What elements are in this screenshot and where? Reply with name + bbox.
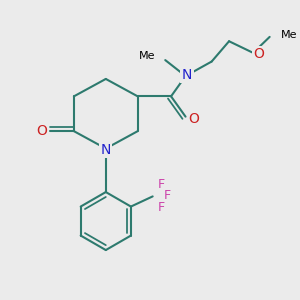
Text: N: N <box>100 143 111 157</box>
Text: F: F <box>158 201 165 214</box>
Text: Me: Me <box>139 51 155 61</box>
Text: F: F <box>158 178 165 191</box>
Text: O: O <box>37 124 47 138</box>
Text: O: O <box>188 112 199 126</box>
Text: F: F <box>164 189 171 202</box>
Text: O: O <box>254 47 264 61</box>
Text: Me: Me <box>281 30 297 40</box>
Text: N: N <box>182 68 192 82</box>
